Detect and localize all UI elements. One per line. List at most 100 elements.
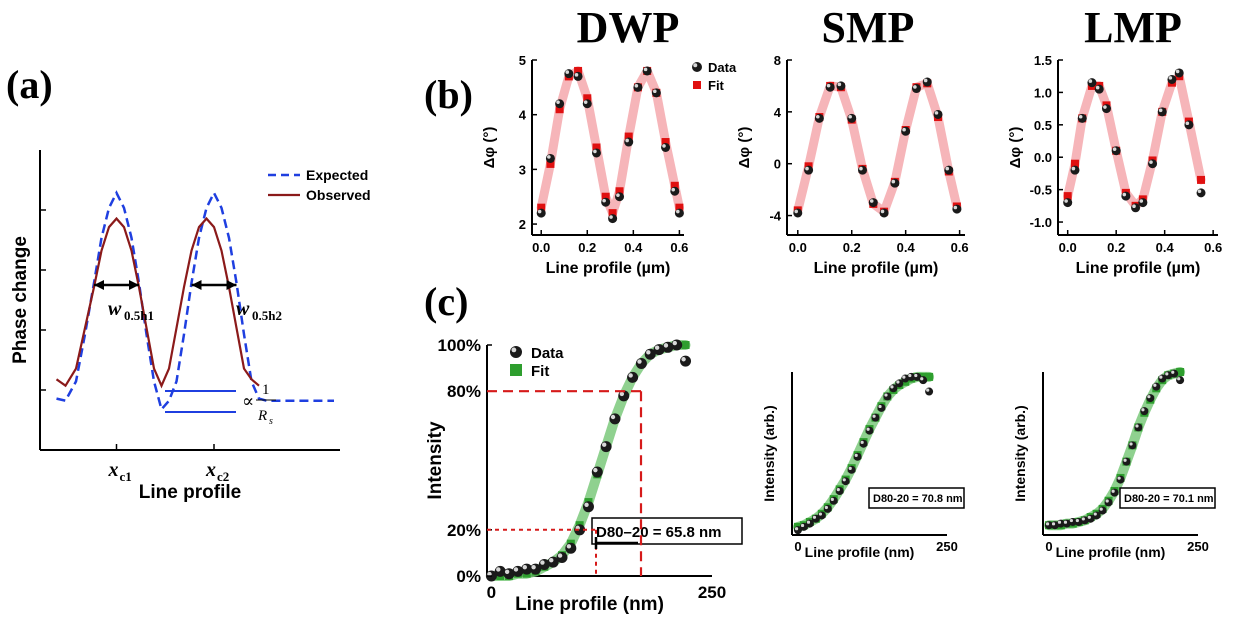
panel-c-smp-data-point-shine (860, 440, 864, 444)
panel-b-smp-data-point-shine (934, 111, 939, 115)
panel-c-smp-data-point-shine (872, 414, 876, 418)
panel-c-lmp-data-point-shine (1177, 377, 1181, 381)
panel-b-dwp-legend-fit-swatch (693, 81, 701, 89)
panel-b-lmp-xtick-label: 0.2 (1107, 240, 1125, 255)
panel-c-dwp-data-point-shine (513, 567, 519, 572)
panel-b-dwp-xtick-label: 0.6 (670, 240, 688, 255)
panel-b-smp-xtick-label: 0.6 (951, 240, 969, 255)
panel-b-smp-ytick-label: 8 (774, 53, 781, 68)
panel-b-smp-data-point (952, 204, 962, 214)
panel-c-smp-data-point-shine (878, 404, 882, 409)
panel-c-lmp-data-point (1110, 488, 1119, 497)
panel-b-label: (b) (424, 72, 473, 117)
panel-c-dwp-data-point-shine (522, 564, 527, 570)
panel-b-dwp-ytick-label: 2 (519, 217, 526, 232)
panel-c-lmp-xtick-label: 250 (1187, 539, 1209, 554)
panel-c-lmp-data-point-shine (1081, 517, 1085, 521)
rs-denominator: R (257, 408, 267, 424)
panel-b-smp-data-point (922, 77, 932, 87)
panel-b-smp-ytick-label: -4 (769, 209, 781, 224)
panel-b-dwp-fit-point (670, 181, 679, 190)
panel-c-lmp-data-point-shine (1117, 476, 1121, 480)
rs-numerator: 1 (262, 382, 270, 398)
panel-c-smp-data-point (853, 452, 862, 461)
panel-c-lmp-data-point-shine (1087, 515, 1091, 519)
panel-b-dwp-legend-data-swatch-shine (693, 63, 698, 68)
panel-c-smp-data-point-shine (926, 388, 930, 392)
panel-c-smp-data-point (919, 376, 928, 385)
panel-b-lmp-data-point-shine (1064, 199, 1068, 203)
panel-b-smp-data-point-shine (815, 114, 820, 119)
panel-b-lmp-data-point-shine (1103, 105, 1107, 109)
panel-c-smp-data-point (877, 403, 886, 412)
panel-b-lmp-ytick-label: 0.0 (1034, 150, 1052, 165)
panel-c-smp-data-point-shine (848, 466, 852, 470)
panel-c-smp-data-point-shine (890, 385, 894, 389)
panel-b-lmp-ytick-label: 0.5 (1034, 118, 1052, 133)
panel-b-lmp-fit-band (1063, 71, 1206, 211)
panel-c-lmp-xlabel: Line profile (nm) (1056, 544, 1166, 560)
panel-b-dwp-fit-point (608, 209, 617, 218)
panel-b-dwp-data-point (615, 192, 625, 202)
panel-c-smp-data-point-shine (806, 520, 811, 524)
panel-c-lmp-data-point (1116, 475, 1125, 484)
series-expected-line (56, 190, 334, 412)
panel-c-dwp-data-point (609, 413, 621, 425)
panel-c-smp-data-point (835, 486, 844, 495)
panel-b-smp-data-point-shine (913, 85, 917, 89)
panel-c-lmp-data-point-shine (1069, 518, 1074, 523)
panel-b-dwp-data-point-shine (609, 215, 613, 219)
panel-c-dwp-legend-data-swatch-shine (511, 347, 517, 353)
panel-c-lmp-data-point-shine (1147, 395, 1151, 399)
panel-b-dwp-fit-point (615, 187, 624, 196)
panel-b-lmp-data-point-shine (1197, 189, 1202, 194)
panel-b-lmp-data-point (1101, 104, 1111, 114)
panel-b-lmp-xtick-label: 0.6 (1204, 240, 1222, 255)
panel-b-smp-xtick-label: 0.2 (843, 240, 861, 255)
panel-b-lmp-data-point (1131, 203, 1141, 213)
series-observed-line (55, 216, 260, 389)
panel-b-lmp-data-point (1121, 191, 1131, 201)
panel-c-smp-data-point-shine (902, 375, 906, 379)
panel-b-smp-data-point (804, 165, 814, 175)
panel-c-lmp-annotation: D80-20 = 70.1 nm (1124, 493, 1214, 505)
panel-b-dwp-fit-point (574, 66, 583, 75)
panel-c-dwp-xtick-label: 0 (487, 583, 496, 602)
panel-b-lmp-data-point (1094, 84, 1104, 94)
panel-b-smp-xtick-label: 0.4 (897, 240, 916, 255)
panel-c-dwp-ytick-label: 0% (456, 567, 481, 586)
panel-b-dwp-data-point-shine (583, 100, 588, 104)
panel-c-dwp-data-point-shine (566, 544, 572, 549)
panel-b-lmp-data-point (1148, 159, 1158, 169)
panel-b-lmp-data-point-shine (1112, 147, 1117, 151)
panel-c-smp-data-point (865, 426, 874, 435)
panel-b-smp-data-point (879, 208, 889, 218)
fwhm-arrow-2-head-right (226, 280, 237, 290)
panel-b-lmp-data-point-shine (1139, 199, 1144, 203)
panel-b-lmp-data-point (1111, 146, 1121, 156)
panel-c-dwp-legend-data-label: Data (531, 345, 564, 362)
panel-b-smp-ytick-label: 0 (774, 157, 781, 172)
fwhm-label-2-sub: 0.5h2 (252, 308, 282, 323)
panel-b-smp-data-point (890, 178, 900, 188)
panel-c-dwp-data-point-shine (496, 567, 501, 572)
panel-b-lmp-data-point (1087, 78, 1097, 88)
panel-b-smp-data-point-shine (953, 205, 958, 210)
panel-c-smp-data-point-shine (812, 515, 817, 519)
panel-b-lmp-data-point-shine (1122, 192, 1127, 197)
panel-c-smp-xlabel: Line profile (nm) (805, 544, 915, 560)
panel-c-lmp-data-point (1176, 376, 1185, 385)
panel-b-dwp-data-point-shine (652, 89, 657, 94)
panel-c-dwp-data-point-shine (584, 502, 589, 507)
panel-b-lmp-data-point-shine (1158, 108, 1163, 113)
panel-b-dwp-data-point-shine (593, 149, 597, 154)
panel-c-dwp-data-point-shine (504, 569, 510, 574)
panel-a-xtick-sub: c1 (120, 469, 132, 484)
panel-c-smp-xtick-label: 0 (794, 539, 801, 554)
panel-b-dwp-data-point-shine (662, 144, 666, 148)
panel-b-lmp-data-point-shine (1149, 160, 1153, 164)
panel-c-dwp-ytick-label: 100% (438, 336, 481, 355)
panel-b-dwp-legend-data-label: Data (708, 60, 737, 75)
panel-b-dwp-data-point-shine (574, 73, 579, 77)
panel-b-smp-data-point-shine (945, 166, 950, 171)
